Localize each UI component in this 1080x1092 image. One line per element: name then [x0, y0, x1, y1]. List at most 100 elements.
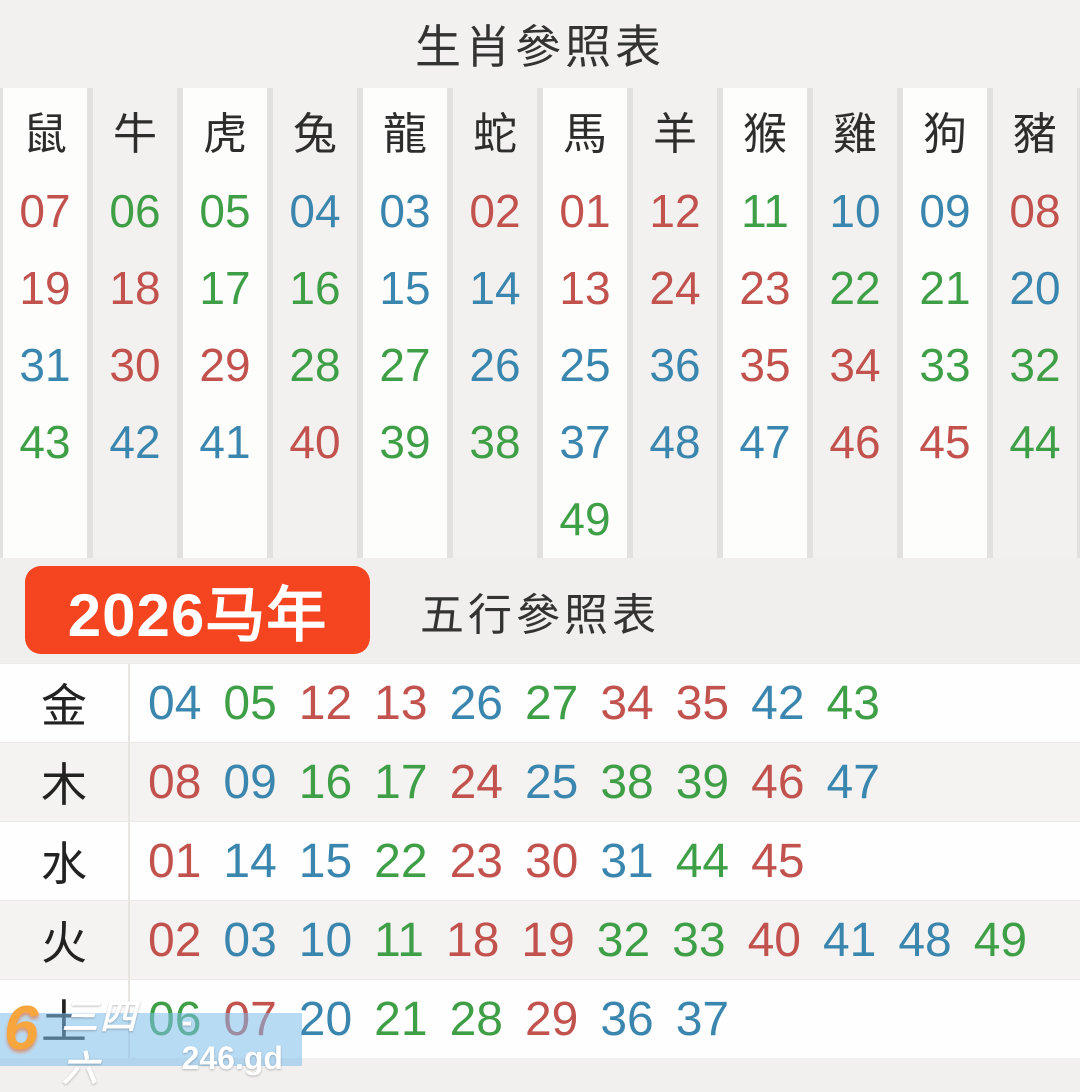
- element-number: 46: [751, 755, 805, 809]
- element-number: 40: [747, 913, 801, 967]
- zodiac-number-cell: 14: [469, 261, 521, 314]
- zodiac-animal-label: 狗: [923, 110, 967, 159]
- element-number: 22: [374, 834, 428, 888]
- zodiac-number-cell: 12: [649, 184, 701, 237]
- zodiac-number-cell: 01: [559, 184, 611, 237]
- zodiac-animal-label: 牛: [113, 110, 157, 159]
- element-number: 37: [675, 992, 730, 1046]
- zodiac-number-cell: 29: [199, 338, 251, 391]
- element-number: 05: [223, 676, 277, 730]
- element-number: 28: [449, 992, 503, 1046]
- zodiac-number-cell: 33: [919, 338, 971, 391]
- zodiac-column-雞: 雞 10 22 34 46: [813, 88, 897, 558]
- element-numbers: 04 05 12 13 26 27 34 35 42 43: [130, 676, 880, 731]
- zodiac-number-cell: 04: [289, 184, 341, 237]
- zodiac-number-cell: 49: [559, 492, 611, 545]
- element-number: 49: [973, 913, 1028, 967]
- element-number: 32: [596, 913, 651, 967]
- element-number: 34: [600, 676, 654, 730]
- zodiac-number-cell: 13: [559, 261, 611, 314]
- element-number: 08: [148, 755, 202, 809]
- zodiac-number-cell: 32: [1009, 338, 1061, 391]
- zodiac-number-cell: 15: [379, 261, 431, 314]
- zodiac-number-cell: 11: [741, 184, 789, 237]
- zodiac-column-狗: 狗 09 21 33 45: [903, 88, 987, 558]
- zodiac-column-羊: 羊 12 24 36 48: [633, 88, 717, 558]
- element-number: 18: [446, 913, 500, 967]
- zodiac-number-cell: 24: [649, 261, 701, 314]
- element-number: 26: [449, 676, 503, 730]
- zodiac-number-cell: [453, 480, 537, 557]
- element-number: 20: [298, 992, 353, 1046]
- watermark-domain: - 246.gd: [181, 1002, 283, 1076]
- element-row-金: 金 04 05 12 13 26 27 34 35 42 43: [0, 663, 1080, 742]
- zodiac-number-cell: [273, 480, 357, 557]
- watermark: 三四六 - 246.gd: [0, 996, 302, 1089]
- zodiac-number-cell: 22: [829, 261, 881, 314]
- zodiac-animal-label: 雞: [833, 110, 877, 159]
- zodiac-number-cell: 47: [739, 415, 791, 468]
- zodiac-number-cell: 16: [289, 261, 341, 314]
- zodiac-column-鼠: 鼠 07 19 31 43: [3, 88, 87, 558]
- zodiac-number-cell: 27: [379, 338, 431, 391]
- element-label: 木: [0, 743, 130, 821]
- element-number: 02: [148, 913, 202, 967]
- element-number: 35: [675, 676, 730, 730]
- zodiac-number-cell: 17: [199, 261, 251, 314]
- element-number: 39: [675, 755, 730, 809]
- element-number: 16: [298, 755, 353, 809]
- zodiac-number-cell: 28: [289, 338, 341, 391]
- zodiac-number-cell: 39: [379, 415, 431, 468]
- zodiac-animal-label: 鼠: [23, 110, 67, 159]
- zodiac-number-cell: [633, 480, 717, 557]
- element-number: 13: [374, 676, 428, 730]
- element-number: 43: [826, 676, 880, 730]
- zodiac-number-cell: 34: [829, 338, 881, 391]
- zodiac-number-cell: 26: [469, 338, 521, 391]
- zodiac-number-cell: 09: [919, 184, 971, 237]
- element-number: 04: [148, 676, 202, 730]
- zodiac-number-cell: 18: [109, 261, 161, 314]
- zodiac-number-cell: [183, 480, 267, 557]
- element-label: 金: [0, 664, 130, 742]
- element-number: 09: [223, 755, 277, 809]
- zodiac-number-cell: 10: [829, 184, 881, 237]
- zodiac-number-cell: 43: [19, 415, 71, 468]
- element-number: 31: [600, 834, 654, 888]
- zodiac-number-cell: 45: [919, 415, 971, 468]
- element-row-火: 火 02 03 10 11 18 19 32 33 40 41 48 49: [0, 900, 1080, 979]
- element-number: 33: [672, 913, 726, 967]
- zodiac-number-cell: 44: [1009, 415, 1061, 468]
- zodiac-number-cell: 36: [649, 338, 701, 391]
- zodiac-number-cell: 46: [829, 415, 881, 468]
- element-number: 17: [374, 755, 428, 809]
- zodiac-number-cell: 25: [559, 338, 611, 391]
- element-number: 25: [524, 755, 579, 809]
- element-number: 45: [751, 834, 805, 888]
- page-title: 生肖參照表: [0, 0, 1080, 88]
- element-number: 19: [521, 913, 575, 967]
- five-elements-title: 五行參照表: [420, 590, 660, 640]
- element-number: 10: [298, 913, 353, 967]
- element-number: 23: [449, 834, 503, 888]
- element-number: 38: [600, 755, 654, 809]
- zodiac-number-cell: 35: [739, 338, 791, 391]
- zodiac-number-cell: 03: [379, 184, 431, 237]
- zodiac-number-cell: [993, 480, 1077, 557]
- zodiac-animal-label: 馬: [563, 110, 607, 159]
- zodiac-number-cell: 19: [19, 261, 71, 314]
- zodiac-animal-label: 龍: [383, 110, 427, 159]
- element-number: 12: [298, 676, 353, 730]
- zodiac-number-cell: 40: [289, 415, 341, 468]
- zodiac-number-cell: 38: [469, 415, 521, 468]
- element-number: 44: [675, 834, 730, 888]
- element-number: 24: [449, 755, 503, 809]
- zodiac-column-馬: 馬 01 13 25 37 49: [543, 88, 627, 558]
- element-number: 14: [223, 834, 277, 888]
- element-number: 27: [524, 676, 579, 730]
- five-elements-table: 金 04 05 12 13 26 27 34 35 42 43 木 08 09 16 17 24 25 38 39 46…: [0, 663, 1080, 1058]
- zodiac-column-龍: 龍 03 15 27 39: [363, 88, 447, 558]
- zodiac-number-cell: 41: [199, 415, 251, 468]
- year-badge: 2026马年: [25, 566, 370, 654]
- zodiac-column-虎: 虎 05 17 29 41: [183, 88, 267, 558]
